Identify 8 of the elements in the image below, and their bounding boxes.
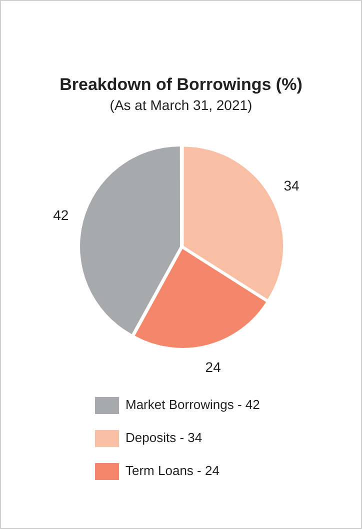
data-label: 24	[205, 358, 222, 375]
chart-subtitle: (As at March 31, 2021)	[108, 97, 254, 113]
legend-label: Term Loans - 24	[126, 463, 220, 478]
data-label: 34	[284, 178, 300, 194]
chart-title: Breakdown of Borrowings (%)	[58, 75, 304, 95]
data-label: 42	[53, 206, 69, 223]
legend-label: Deposits - 34	[126, 430, 202, 446]
legend-label: Market Borrowings - 42	[126, 397, 260, 412]
